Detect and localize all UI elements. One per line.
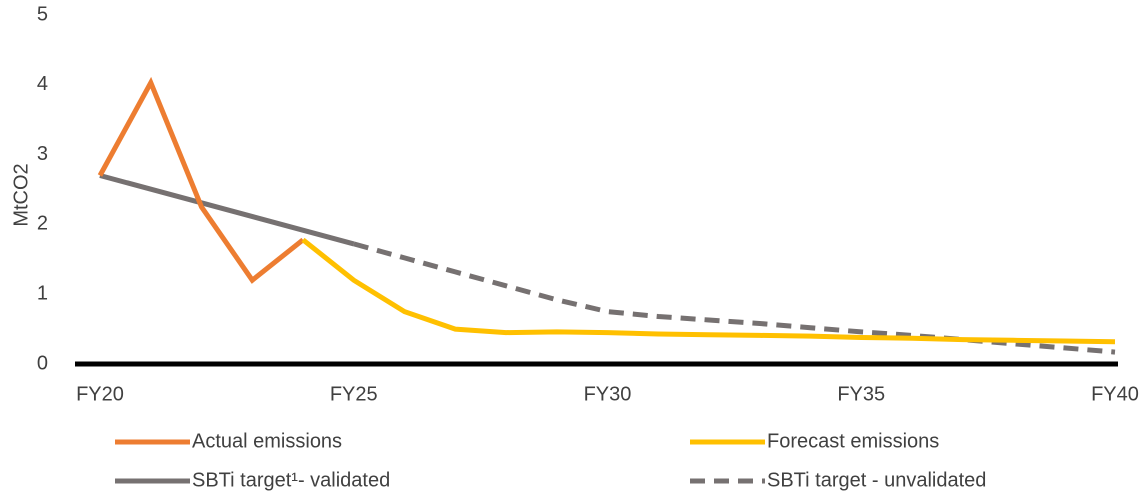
x-tick-label: FY35 [837, 383, 885, 405]
x-tick-label: FY25 [330, 383, 378, 405]
series-line-3 [353, 241, 1116, 355]
y-tick-label: 2 [37, 213, 48, 235]
series-line-2 [99, 173, 355, 247]
legend-label-0: Actual emissions [192, 430, 342, 452]
y-tick-label: 4 [37, 73, 48, 95]
series-line-0 [97, 76, 305, 284]
y-tick-label: 1 [37, 282, 48, 304]
series-line-1 [301, 237, 1116, 345]
y-tick-label: 3 [37, 143, 48, 165]
x-axis-ticks: FY20 FY25 FY30 FY35 FY40 [76, 383, 1139, 405]
series-lines [97, 76, 1116, 355]
y-tick-label: 0 [37, 352, 48, 374]
x-tick-label: FY40 [1091, 383, 1139, 405]
legend-label-3: SBTi target - unvalidated [767, 469, 986, 491]
legend: Actual emissions Forecast emissions SBTi t… [115, 430, 986, 491]
legend-label-1: Forecast emissions [767, 430, 939, 452]
x-tick-label: FY20 [76, 383, 124, 405]
legend-label-2: SBTi target¹- validated [192, 469, 390, 491]
y-axis-label: MtCO2 [10, 163, 32, 226]
y-tick-label: 5 [37, 3, 48, 25]
x-tick-label: FY30 [584, 383, 632, 405]
y-axis-ticks: 0 1 2 3 4 5 [37, 3, 48, 374]
